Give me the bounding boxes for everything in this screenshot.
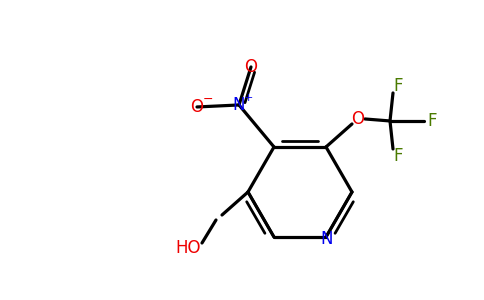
Text: O: O xyxy=(244,58,257,76)
Text: F: F xyxy=(393,147,403,165)
Text: F: F xyxy=(393,77,403,95)
Text: +: + xyxy=(243,93,253,103)
Text: F: F xyxy=(427,112,437,130)
Text: O: O xyxy=(191,98,203,116)
Text: O: O xyxy=(351,110,364,128)
Text: N: N xyxy=(233,96,245,114)
Text: HO: HO xyxy=(175,239,201,257)
Text: −: − xyxy=(203,92,213,106)
Text: N: N xyxy=(321,230,333,248)
